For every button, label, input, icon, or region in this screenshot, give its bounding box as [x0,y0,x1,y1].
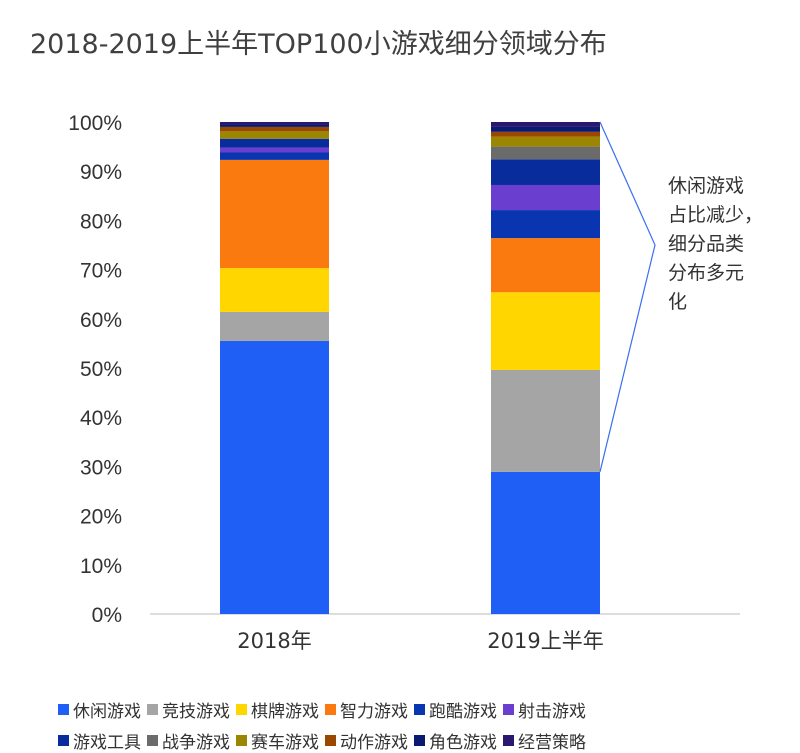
legend-item: 动作游戏 [325,728,408,753]
bar-segment-动作游戏 [220,126,329,132]
legend-label: 跑酷游戏 [429,702,497,722]
annotation-line: 休闲游戏 [668,175,745,197]
bar-segment-游戏工具 [220,138,329,148]
legend-swatch [325,704,336,715]
legend-label: 赛车游戏 [251,733,319,753]
legend-swatch [414,735,425,746]
legend-item: 智力游戏 [325,697,408,722]
bar-segment-经营策略 [220,122,329,125]
legend-swatch [58,735,69,746]
y-tick-label: 100% [68,112,122,135]
annotation-line: 分布多元 [668,262,745,284]
bar-segment-跑酷游戏 [220,152,329,160]
y-tick-label: 60% [80,309,122,332]
bar-segment-角色游戏 [220,124,329,127]
bar-segment-游戏工具 [491,159,600,185]
y-tick-label: 90% [80,161,122,184]
x-tick-label: 2019上半年 [487,629,603,653]
legend-swatch [414,704,425,715]
bar-segment-智力游戏 [491,238,600,293]
legend-item: 经营策略 [503,728,586,753]
bar-segment-经营策略 [491,122,600,127]
legend-item: 赛车游戏 [236,728,319,753]
bar-segment-竞技游戏 [220,311,329,341]
annotation: 休闲游戏 占比减少， 细分品类 分布多元 化 [668,172,778,317]
bar-segment-棋牌游戏 [491,292,600,370]
legend-row-2: 游戏工具 战争游戏 赛车游戏 动作游戏 角色游戏 经营策略 [58,728,592,753]
legend-label: 动作游戏 [340,733,408,753]
legend-label: 经营策略 [518,733,586,753]
annotation-line: 化 [668,291,688,313]
legend-label: 棋牌游戏 [251,702,319,722]
chart-title: 2018-2019上半年TOP100小游戏细分领域分布 [30,29,607,60]
y-tick-label: 0% [92,604,122,627]
legend-swatch [325,735,336,746]
legend-label: 休闲游戏 [73,702,141,722]
legend-item: 角色游戏 [414,728,497,753]
bar-segment-竞技游戏 [491,369,600,472]
annotation-line: 占比减少， [668,204,764,226]
legend-swatch [236,735,247,746]
legend-label: 游戏工具 [73,733,141,753]
bar-segment-战争游戏 [491,146,600,160]
bar-segment-赛车游戏 [220,131,329,139]
y-tick-label: 30% [80,456,122,479]
bar-segment-休闲游戏 [220,340,329,614]
bar-segment-赛车游戏 [491,136,600,147]
legend-swatch [58,704,69,715]
legend-item: 射击游戏 [503,697,586,722]
legend-label: 射击游戏 [518,702,586,722]
bar-segment-棋牌游戏 [220,268,329,312]
legend-item: 棋牌游戏 [236,697,319,722]
bar-segment-智力游戏 [220,159,329,269]
x-tick-label: 2018年 [237,629,311,653]
y-tick-label: 10% [80,555,122,578]
bar-segment-射击游戏 [491,184,600,211]
legend-item: 竞技游戏 [147,697,230,722]
annotation-bracket [599,121,656,472]
y-tick-label: 80% [80,210,122,233]
legend-label: 智力游戏 [340,702,408,722]
y-tick-label: 70% [80,260,122,283]
bar-segment-射击游戏 [220,147,329,153]
legend-item: 跑酷游戏 [414,697,497,722]
bar-segment-动作游戏 [491,131,600,137]
legend-swatch [147,704,158,715]
legend-row-1: 休闲游戏 竞技游戏 棋牌游戏 智力游戏 跑酷游戏 射击游戏 [58,697,592,722]
annotation-line: 细分品类 [668,233,745,255]
y-tick-label: 40% [80,407,122,430]
legend-label: 角色游戏 [429,733,497,753]
legend-swatch [503,704,514,715]
y-tick-label: 50% [80,358,122,381]
bar-segment-角色游戏 [491,126,600,132]
legend-label: 竞技游戏 [162,702,230,722]
legend-swatch [503,735,514,746]
bar-segment-休闲游戏 [491,471,600,614]
y-tick-label: 20% [80,506,122,529]
legend-label: 战争游戏 [162,733,230,753]
legend-swatch [147,735,158,746]
legend-item: 战争游戏 [147,728,230,753]
legend-item: 休闲游戏 [58,697,141,722]
bar-segment-跑酷游戏 [491,210,600,239]
legend-swatch [236,704,247,715]
legend-item: 游戏工具 [58,728,141,753]
